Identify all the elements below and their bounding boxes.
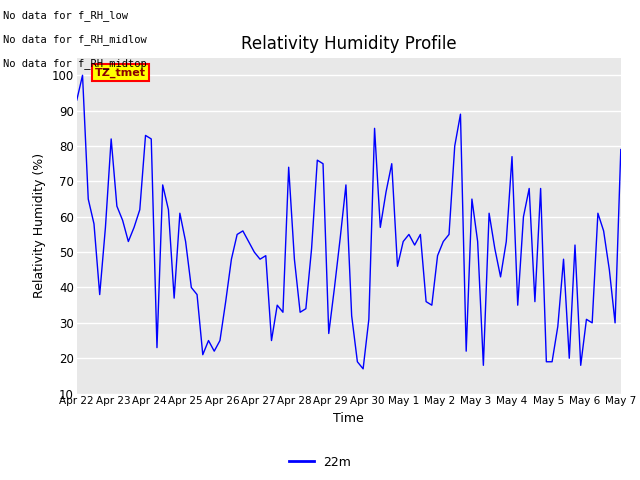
Text: No data for f_RH_midlow: No data for f_RH_midlow bbox=[3, 34, 147, 45]
Legend: 22m: 22m bbox=[284, 451, 356, 474]
Text: No data for f_RH_midtop: No data for f_RH_midtop bbox=[3, 58, 147, 69]
Y-axis label: Relativity Humidity (%): Relativity Humidity (%) bbox=[33, 153, 46, 298]
Text: TZ_tmet: TZ_tmet bbox=[95, 67, 146, 78]
Title: Relativity Humidity Profile: Relativity Humidity Profile bbox=[241, 35, 456, 53]
Text: No data for f_RH_low: No data for f_RH_low bbox=[3, 10, 128, 21]
X-axis label: Time: Time bbox=[333, 412, 364, 425]
